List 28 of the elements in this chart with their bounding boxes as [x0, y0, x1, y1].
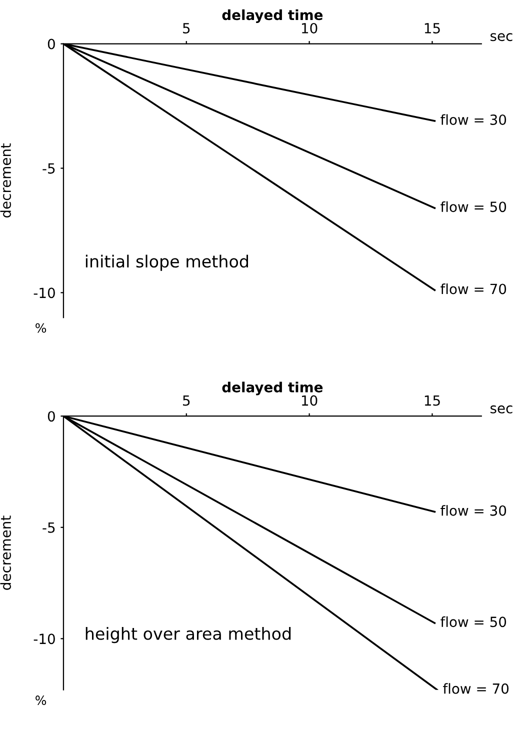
y-tick-label: -5	[42, 163, 55, 174]
series-label: flow = 70	[440, 283, 506, 294]
x-tick-label: 10	[302, 395, 318, 406]
text: sec	[490, 33, 512, 42]
y-tick-label: -10	[34, 634, 55, 644]
annotation: height over area method	[86, 627, 291, 644]
x-tick-label: 10	[302, 22, 318, 34]
y-axis-title: decrement	[0, 143, 12, 218]
x-axis-title: delayed time	[222, 382, 323, 396]
x-axis-title: delayed time	[222, 9, 323, 23]
x-tick-label: 5	[183, 395, 190, 406]
x-tick-label: 5	[183, 23, 190, 34]
text: %	[36, 696, 46, 705]
text: %	[36, 323, 46, 333]
y-tick-label: 0	[48, 411, 55, 422]
y-tick-label: -10	[34, 288, 55, 298]
series-label: flow = 30	[440, 114, 506, 125]
annotation: initial slope method	[86, 254, 248, 271]
text: sec	[490, 405, 512, 414]
y-axis-title: decrement	[0, 516, 12, 590]
y-tick-label: -5	[42, 522, 55, 533]
series-label: flow = 30	[440, 505, 506, 516]
series-label: flow = 50	[440, 201, 506, 212]
series-label: flow = 70	[443, 683, 509, 694]
y-tick-label: 0	[48, 38, 55, 50]
x-tick-label: 15	[424, 23, 440, 34]
x-tick-label: 15	[424, 395, 440, 406]
series-label: flow = 50	[440, 616, 506, 628]
